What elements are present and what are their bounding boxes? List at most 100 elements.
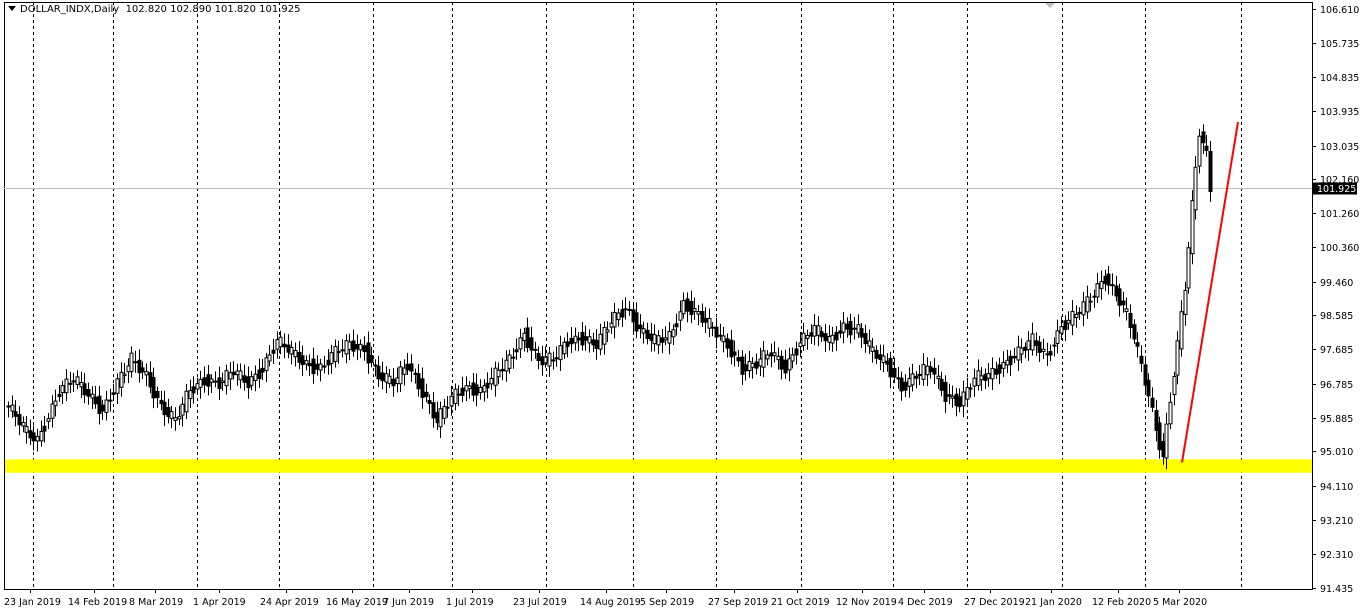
candle-body [1179,311,1184,350]
candle-body [543,356,548,364]
candlestick [31,425,36,451]
candlestick [111,383,116,400]
x-tick-label: 5 Sep 2019 [640,597,694,608]
x-tick-label: 5 Mar 2020 [1153,597,1207,608]
candlestick [1063,315,1068,342]
candlestick [409,354,414,382]
candle-body [507,354,512,369]
candlestick [402,359,407,386]
candle-body [997,364,1002,374]
candlestick [336,340,341,364]
candle-body [460,387,465,396]
trend-line [1181,121,1239,463]
candlestick [1135,332,1140,358]
y-tick-label: 95.010 [1320,447,1353,458]
candlestick [424,383,429,403]
candle-body [271,349,276,354]
candlestick [841,311,846,344]
candle-body [1066,319,1071,324]
candlestick [220,372,225,391]
candle-body [986,373,991,379]
candlestick [663,326,668,346]
candlestick [57,385,62,402]
candle-body [525,327,530,348]
candle-body [151,377,156,399]
candlestick [997,357,1002,385]
candle-body [231,371,236,376]
candle-body [202,377,207,386]
candlestick [1110,273,1115,296]
candlestick [1175,331,1180,385]
candlestick [289,340,294,365]
candle-body [725,338,730,349]
candlestick [21,416,26,433]
candlestick [605,321,610,343]
candlestick [525,317,530,353]
candle-body [1030,333,1035,351]
candlestick [104,390,109,421]
candle-body [198,378,203,388]
candlestick [467,380,472,399]
candlestick [329,344,334,374]
candle-body [710,326,715,329]
candlestick [6,401,11,418]
plot-frame [4,2,1313,590]
x-tick-label: 8 Mar 2019 [129,597,183,608]
dropdown-triangle-icon[interactable] [8,6,16,11]
candlestick [914,371,919,389]
candle-body [86,388,91,397]
candle-body [366,342,371,364]
candlestick [1186,241,1191,294]
candle-body [75,376,80,385]
candlestick [660,328,665,354]
candlestick [892,357,897,384]
candlestick [405,352,410,375]
candlestick [162,390,167,427]
candle-body [57,393,62,398]
candlestick [874,345,879,364]
candlestick [129,346,134,378]
candlestick [115,373,120,405]
candle-body [551,359,556,362]
candle-body [518,337,523,350]
candlestick [511,347,516,369]
candlestick [86,382,91,405]
candlestick [700,303,705,328]
candlestick [420,367,425,409]
candle-body [936,375,941,380]
candlestick [71,372,76,392]
candlestick [398,360,403,393]
candle-body [1186,247,1191,289]
candlestick [1146,373,1151,407]
candle-body [53,400,58,407]
candle-body [1110,284,1115,287]
candle-body [267,354,272,362]
x-tick-label: 27 Dec 2019 [964,597,1025,608]
candlestick [231,361,236,380]
candle-body [311,358,316,375]
candle-body [17,414,22,426]
candlestick [518,328,523,358]
candle-body [576,337,581,341]
candle-body [888,358,893,378]
candle-body [90,393,95,399]
candle-body [692,308,697,312]
candle-body [485,382,490,389]
candlestick [928,361,933,379]
candle-body [340,349,345,352]
candle-body [257,369,262,380]
candle-body [405,363,410,371]
candlestick [754,353,759,375]
candlestick [278,330,283,355]
candle-body [671,329,676,338]
candlestick [652,324,657,352]
candlestick [264,352,269,382]
candle-body [529,337,534,351]
candle-body [282,343,287,348]
candlestick [351,329,356,357]
candle-body [71,380,76,383]
candle-body [264,357,269,372]
candle-body [605,329,610,333]
y-tick-label: 102.160 [1320,175,1359,186]
candlestick [674,313,679,336]
